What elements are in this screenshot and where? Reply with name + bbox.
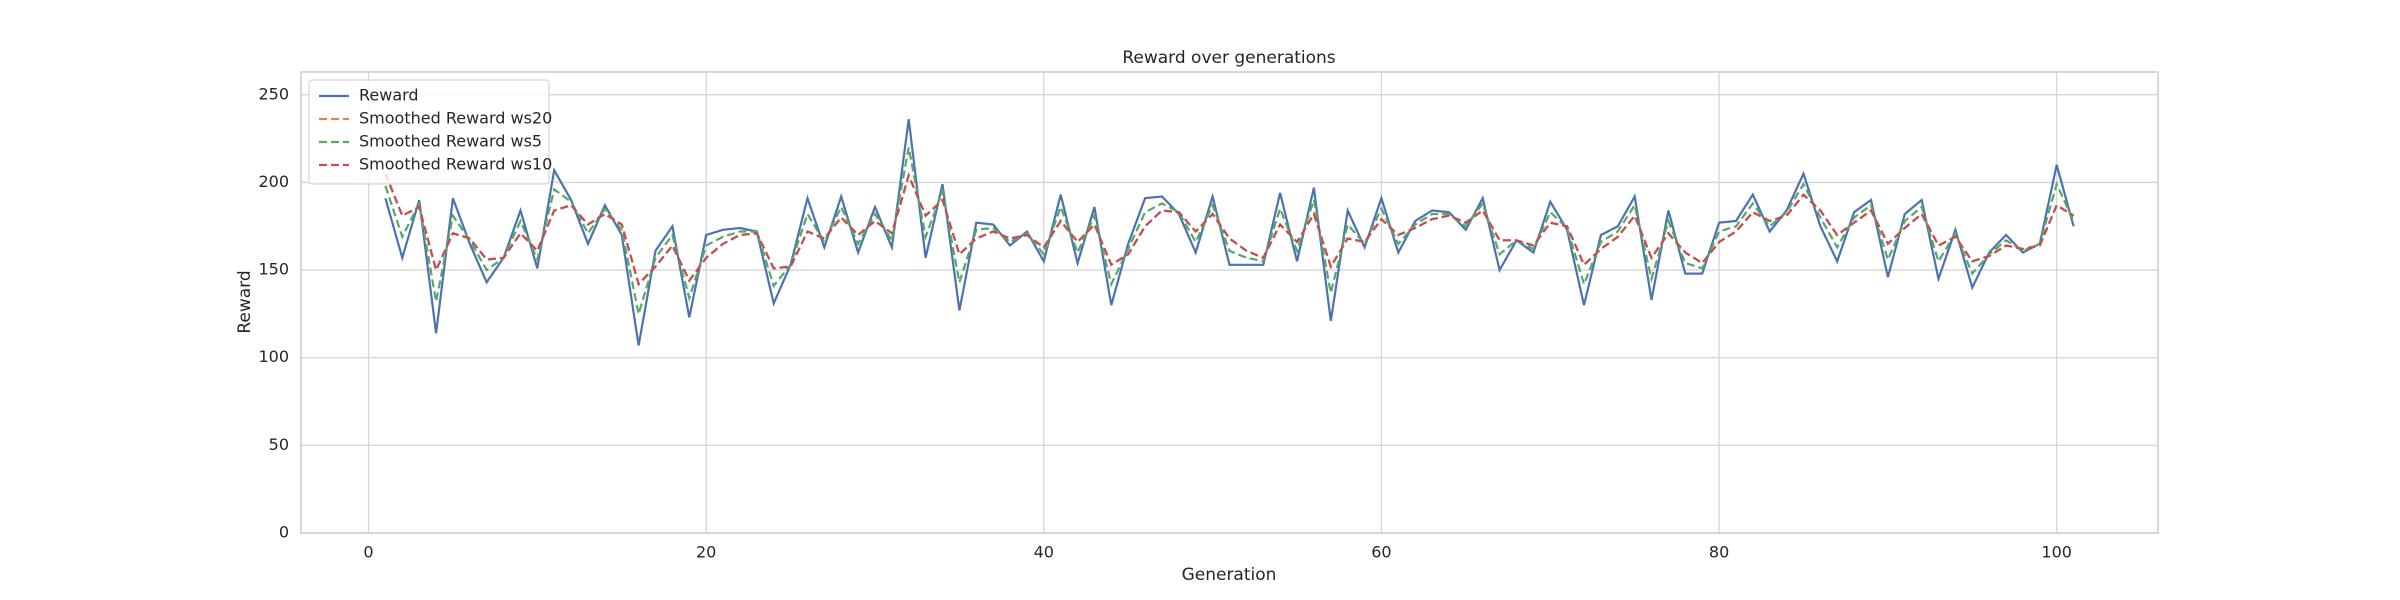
x-axis-label: Generation [1182, 565, 1277, 585]
x-tick-label: 80 [1709, 543, 1729, 562]
y-tick-label: 50 [269, 435, 289, 454]
series-line [384, 172, 2075, 287]
legend-label: Smoothed Reward ws20 [359, 109, 552, 128]
legend: Reward Smoothed Reward ws20 Smoothed Rewar… [308, 79, 552, 185]
x-tick-label: 100 [2041, 543, 2072, 562]
plot-frame [300, 71, 2159, 534]
legend-label: Smoothed Reward ws10 [359, 155, 552, 174]
y-tick-label: 100 [258, 347, 289, 366]
x-tick-label: 0 [363, 543, 373, 562]
x-tick-label: 20 [696, 543, 716, 562]
x-tick-label: 60 [1371, 543, 1391, 562]
legend-label: Smoothed Reward ws5 [359, 132, 542, 151]
y-tick-label: 0 [279, 523, 289, 542]
series-line [384, 119, 2075, 346]
legend-label: Reward [359, 86, 419, 105]
series-line [384, 147, 2075, 315]
y-tick-label: 250 [258, 84, 289, 103]
legend-box [308, 79, 550, 185]
y-tick-label: 150 [258, 260, 289, 279]
y-axis-label: Reward [235, 270, 255, 333]
chart-title: Reward over generations [1122, 48, 1335, 68]
x-tick-label: 40 [1034, 543, 1054, 562]
y-tick-label: 200 [258, 172, 289, 191]
plot-area [301, 72, 2158, 533]
